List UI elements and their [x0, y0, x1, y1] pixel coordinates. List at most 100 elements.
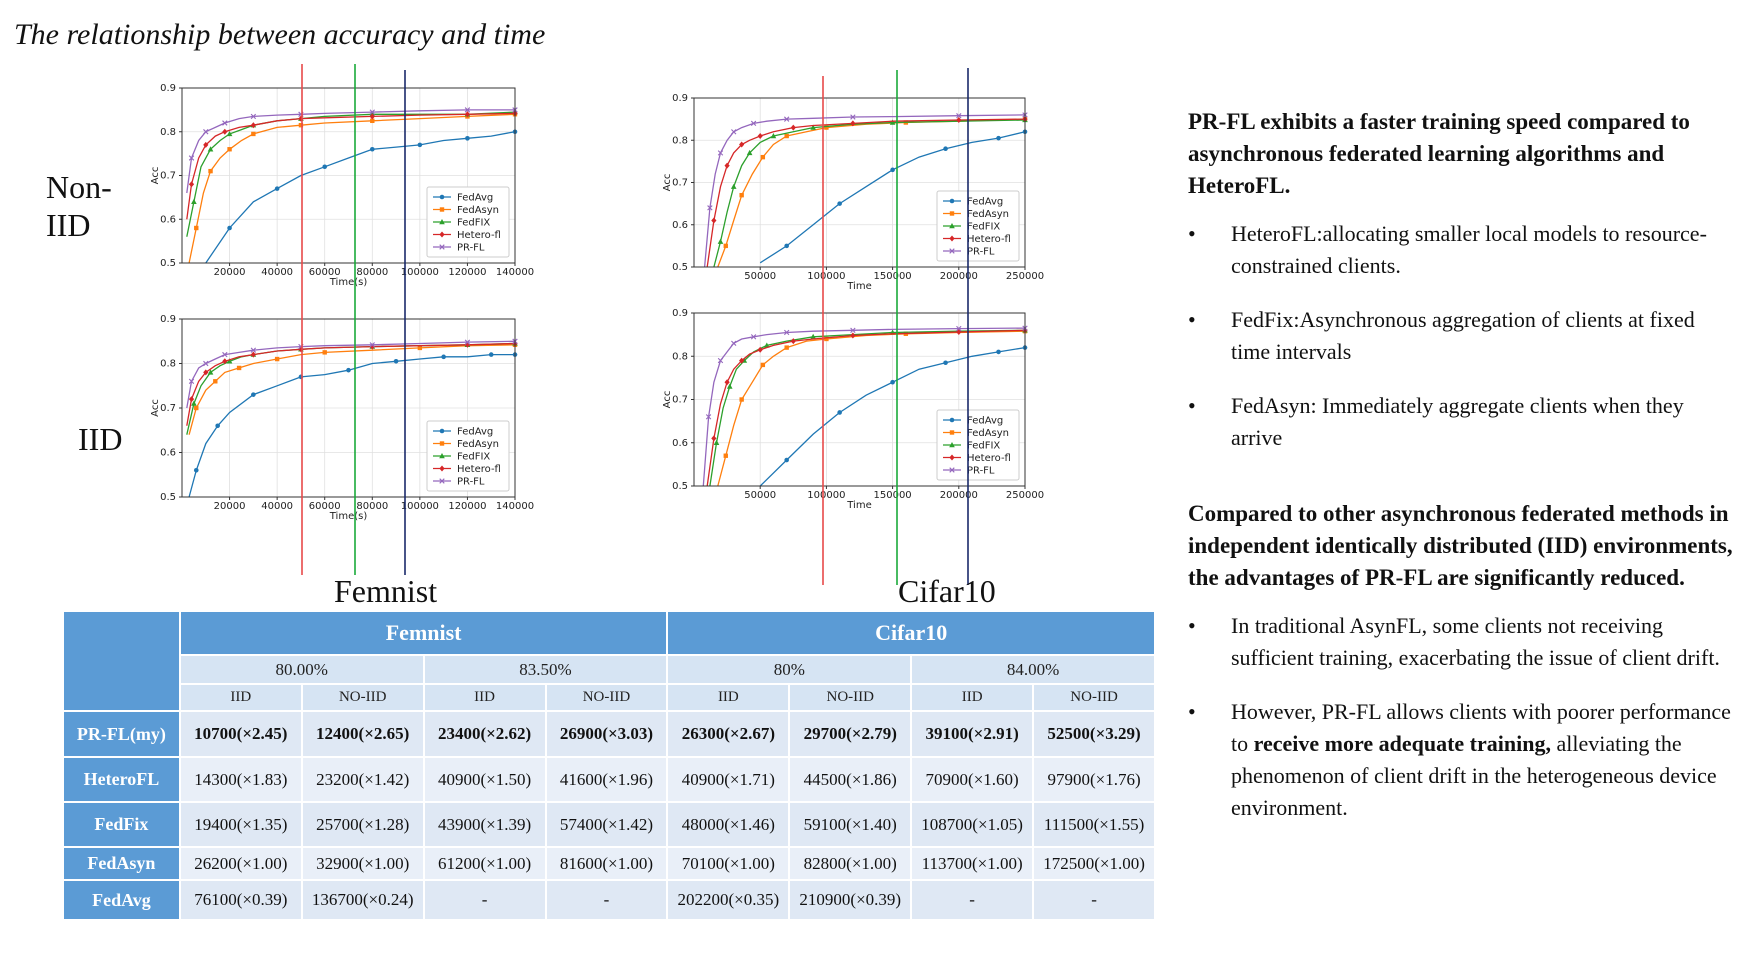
bullet-text-post: alleviating the phenomenon of client dri…	[1231, 731, 1717, 820]
y-tick-label: 0.5	[160, 492, 176, 503]
bullet-text: In traditional AsynFL, some clients not …	[1231, 613, 1720, 670]
series-point	[417, 345, 423, 351]
table-cell: 12400(×2.65)	[302, 712, 423, 756]
series-point	[213, 379, 218, 384]
series-point	[194, 225, 199, 231]
series-point	[226, 358, 233, 364]
bullet-fedasyn: • FedAsyn: Immediately aggregate clients…	[1188, 390, 1736, 454]
table-subheader: NO-IID	[302, 685, 423, 710]
chart-femnist_noniid: 20000 40000 60000 80000 100000 120000 140000 0.…	[150, 83, 534, 288]
x-tick-label: 100000	[807, 490, 845, 501]
chart-cifar_iid: 50000 100000 150000 200000 250000 0.5 0.6 0.7 0.…	[662, 308, 1044, 511]
series-point	[322, 164, 328, 170]
table-cell: 136700(×0.24)	[302, 881, 423, 919]
table-cell: 26200(×1.00)	[180, 848, 301, 879]
x-tick-label: 120000	[448, 501, 486, 512]
series-point	[227, 147, 232, 152]
series-point	[750, 334, 757, 340]
series-point	[850, 327, 856, 333]
heading-speed: PR-FL exhibits a faster training speed c…	[1188, 109, 1690, 198]
table-cell: 172500(×1.00)	[1034, 848, 1154, 879]
y-tick-label: 0.6	[160, 214, 176, 225]
series-point	[724, 162, 730, 169]
x-axis-label: Time	[846, 281, 871, 292]
x-tick-label: 40000	[261, 501, 293, 512]
y-tick-label: 0.7	[160, 403, 176, 414]
table-subheader: NO-IID	[546, 685, 667, 710]
bullet-mark: •	[1188, 307, 1196, 332]
legend-box	[936, 190, 1020, 262]
series-point	[943, 360, 948, 366]
series-point	[194, 405, 199, 411]
table-cell: 59100(×1.40)	[790, 803, 911, 846]
table-header-cifar: Cifar10	[668, 612, 1154, 654]
table-cell: 57400(×1.42)	[546, 803, 667, 846]
series-point	[837, 410, 842, 415]
bullet-asynfl-drift: • In traditional AsynFL, some clients no…	[1188, 610, 1736, 674]
series-point	[188, 396, 195, 403]
series-point	[464, 107, 471, 113]
series-point	[711, 217, 717, 224]
series-point	[250, 351, 256, 358]
series-point	[949, 430, 955, 435]
table-cell: 82800(×1.00)	[790, 848, 911, 879]
series-point	[298, 122, 304, 128]
series-point	[203, 360, 209, 367]
series-point	[956, 113, 962, 119]
y-tick-label: 0.8	[160, 359, 176, 370]
series-point	[188, 181, 195, 188]
y-tick-label: 0.6	[160, 448, 176, 459]
y-axis-label: Acc	[662, 174, 673, 192]
series-point	[790, 338, 796, 345]
bullet-mark: •	[1188, 613, 1196, 638]
x-tick-label: 20000	[214, 501, 246, 512]
table-header-femnist: Femnist	[180, 612, 667, 654]
y-tick-label: 0.5	[672, 262, 688, 273]
table-cell: 202200(×0.35)	[668, 881, 789, 919]
y-tick-label: 0.8	[672, 135, 688, 146]
series-point	[770, 133, 777, 139]
x-tick-label: 80000	[356, 501, 388, 512]
y-tick-label: 0.9	[672, 308, 688, 319]
series-point	[707, 205, 713, 211]
series-line-FedAvg	[188, 353, 515, 498]
legend-label: FedAsyn	[967, 428, 1009, 439]
table-cell: 26300(×2.67)	[668, 712, 789, 756]
series-point	[889, 119, 896, 125]
series-point	[274, 356, 280, 362]
table-subheader: IID	[180, 685, 301, 710]
table-cell: 14300(×1.83)	[180, 758, 301, 801]
series-point	[949, 198, 955, 204]
table-cell: 97900(×1.76)	[1034, 758, 1154, 801]
x-tick-label: 150000	[874, 271, 912, 282]
series-point	[193, 468, 199, 473]
chart-femnist_iid: 20000 40000 60000 80000 100000 120000 140000 0.…	[150, 314, 534, 522]
series-point	[784, 457, 789, 463]
right-text-column: PR-FL exhibits a faster training speed c…	[1188, 106, 1736, 824]
target-acc: 84.00%	[912, 656, 1154, 683]
table-cell: 108700(×1.05)	[912, 803, 1033, 846]
series-point	[464, 339, 471, 345]
table-cell: 43900(×1.39)	[424, 803, 545, 846]
series-point	[215, 423, 220, 429]
table-cell: 25700(×1.28)	[302, 803, 423, 846]
series-point	[717, 238, 724, 244]
series-point	[790, 124, 796, 131]
row-method-name: FedAvg	[64, 881, 179, 919]
series-point	[996, 135, 1001, 141]
bullet-text: HeteroFL:allocating smaller local models…	[1231, 221, 1707, 278]
series-point	[850, 120, 856, 127]
x-tick-label: 140000	[496, 267, 534, 278]
row-method-name: PR-FL(my)	[64, 712, 179, 756]
row-label-noniid: Non-IID	[46, 169, 112, 243]
heading-iid: Compared to other asynchronous federated…	[1188, 501, 1733, 590]
series-point	[724, 379, 730, 386]
bullet-text-pre: However, PR-FL allows clients with poore…	[1231, 699, 1731, 756]
series-point	[439, 194, 445, 200]
series-point	[439, 207, 445, 212]
series-point	[949, 248, 955, 254]
series-point	[890, 379, 895, 385]
series-point	[439, 478, 445, 484]
series-point	[417, 142, 423, 148]
table-cell: 41600(×1.96)	[546, 758, 667, 801]
